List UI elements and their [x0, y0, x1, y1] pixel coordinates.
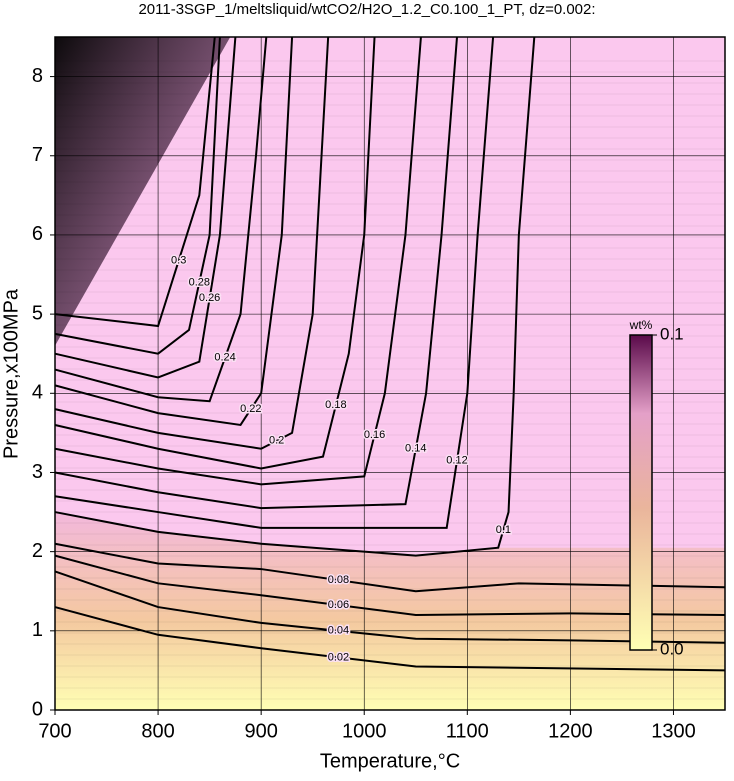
colorbar-tick-label: 0.1	[660, 324, 684, 343]
contour-label: 0.06	[328, 599, 349, 611]
y-tick-label: 6	[32, 223, 43, 245]
x-tick-label: 1000	[342, 720, 387, 742]
contour-label: 0.2	[269, 435, 284, 447]
y-axis-label: Pressure,x100MPa	[0, 288, 22, 459]
plot-frame	[54, 36, 726, 711]
x-tick-label: 700	[38, 720, 71, 742]
contour-label: 0.1	[496, 524, 511, 536]
contour-label: 0.04	[328, 625, 349, 637]
y-tick-label: 2	[32, 540, 43, 562]
y-tick-label: 1	[32, 619, 43, 641]
contour-label: 0.18	[325, 399, 346, 411]
contour-line	[54, 606, 726, 672]
contour-label: 0.02	[328, 651, 349, 663]
contour-line	[54, 36, 237, 379]
chart-title: 2011-3SGP_1/meltsliquid/wtCO2/H2O_1.2_C0…	[138, 1, 595, 18]
x-tick-label: 1300	[651, 720, 696, 742]
y-tick-label: 4	[32, 382, 43, 404]
y-tick-label: 8	[32, 65, 43, 87]
contour-line	[54, 36, 458, 510]
contour-line	[54, 36, 268, 403]
contour-line	[54, 36, 216, 328]
plot-area: 0.020.040.060.080.10.120.140.160.180.20.…	[32, 36, 726, 742]
contour-line	[54, 36, 294, 427]
contour-label: 0.16	[364, 429, 385, 441]
contour-line	[54, 554, 726, 616]
x-tick-label: 1200	[548, 720, 593, 742]
x-tick-label: 1100	[446, 720, 489, 742]
y-tick-label: 0	[32, 698, 43, 720]
y-tick-label: 3	[32, 461, 43, 483]
contour-line	[54, 36, 495, 529]
x-tick-label: 800	[141, 720, 174, 742]
contour-label: 0.3	[171, 255, 186, 267]
contour-label: 0.12	[446, 455, 467, 467]
colorbar-tick-label: 0.0	[660, 639, 684, 658]
colorbar-label: wt%	[629, 318, 653, 332]
contour-line	[54, 36, 536, 557]
contour-label: 0.24	[214, 352, 235, 364]
contour-label: 0.26	[199, 292, 220, 304]
contour-line	[54, 542, 726, 593]
y-tick-label: 7	[32, 144, 43, 166]
contour-label: 0.28	[189, 276, 210, 288]
contour-line	[54, 36, 422, 486]
x-axis-label: Temperature,°C	[320, 750, 460, 772]
contour-label: 0.22	[240, 403, 261, 415]
field-dense	[55, 37, 231, 346]
contour-label: 0.14	[405, 443, 426, 455]
x-tick-label: 900	[244, 720, 277, 742]
contour-line	[54, 570, 726, 644]
colorbar	[629, 334, 653, 651]
contour-line	[54, 36, 330, 450]
contour-line	[54, 36, 376, 470]
contour-label: 0.08	[328, 574, 349, 586]
y-tick-label: 5	[32, 302, 43, 324]
contour-line	[54, 36, 221, 355]
